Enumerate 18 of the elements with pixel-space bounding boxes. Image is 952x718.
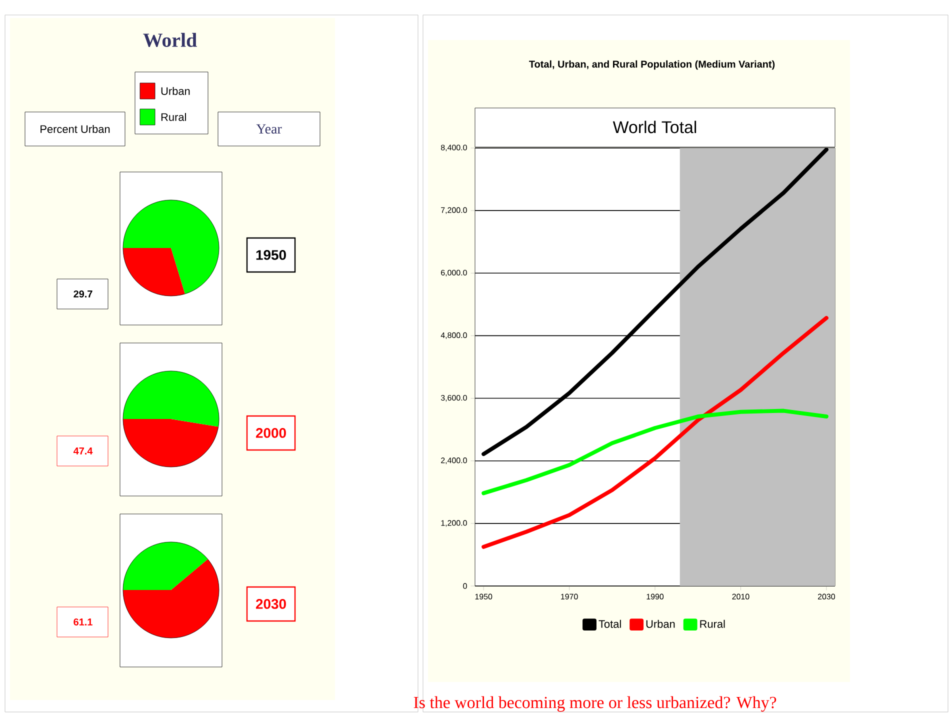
text: 2000 (256, 428, 286, 438)
text: Is the world becoming more or less urbanized? Why? (414, 696, 776, 712)
line-series (482, 408, 828, 496)
text: Year (256, 124, 282, 134)
legend-label: Total (598, 620, 621, 628)
legend-label: Rural (700, 620, 725, 628)
data-label: 47.4 (73, 448, 93, 454)
chart-subtitle: World Total (612, 120, 696, 134)
legend-label: Urban (646, 620, 675, 628)
data-label: 29.7 (74, 290, 92, 298)
legend-label: Urban (161, 86, 190, 96)
data-label: 61.1 (74, 618, 92, 626)
text: 1950 (256, 250, 286, 260)
line-series (482, 316, 828, 549)
chart-title: Total, Urban, and Rural Population (Medium Variant) (529, 60, 775, 70)
text: Percent Urban (40, 124, 110, 134)
legend-label: Rural (161, 112, 186, 122)
text: World (143, 32, 197, 48)
